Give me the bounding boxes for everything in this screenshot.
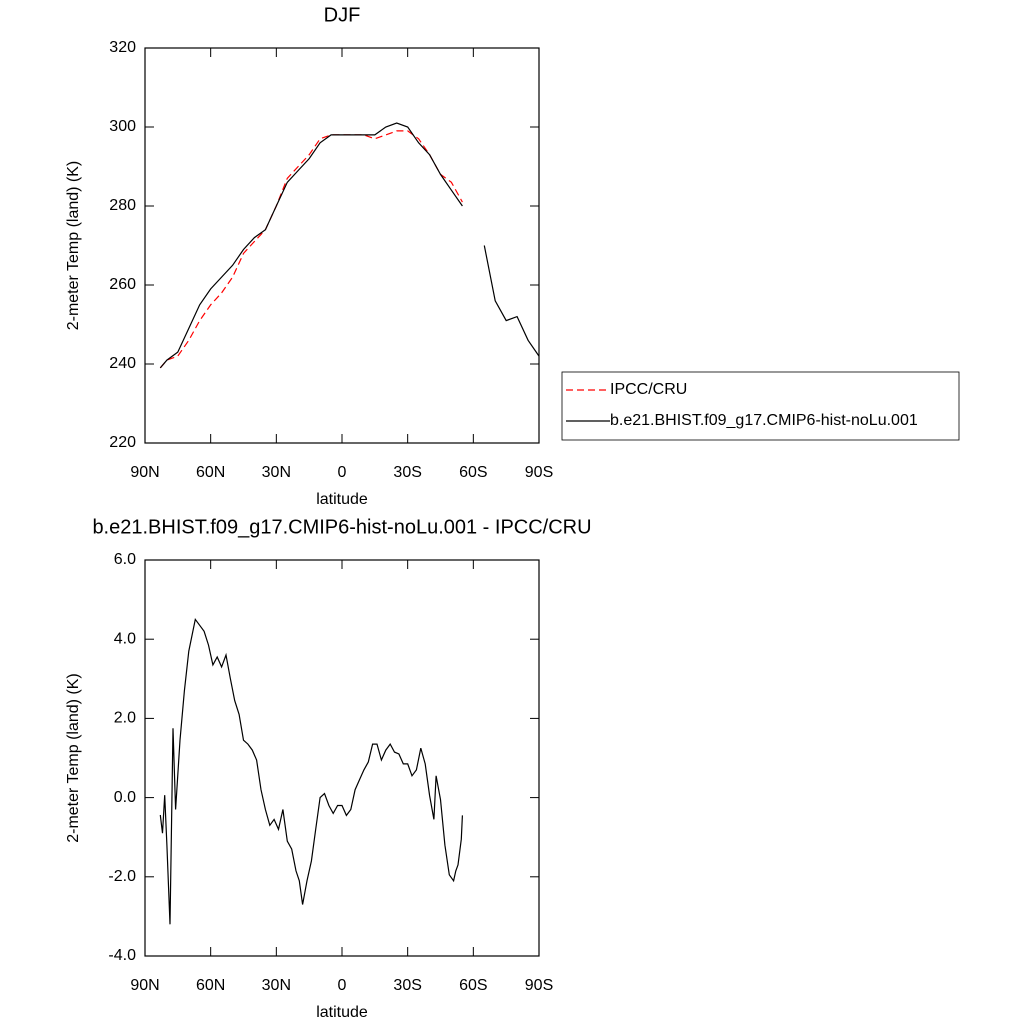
y-tick-label: 6.0 bbox=[114, 551, 136, 568]
y-tick-label: 0.0 bbox=[114, 789, 136, 806]
x-tick-label: 0 bbox=[338, 464, 347, 481]
y-tick-label: 2.0 bbox=[114, 710, 136, 727]
y-axis-label: 2-meter Temp (land) (K) bbox=[65, 161, 82, 331]
y-tick-label: 220 bbox=[109, 434, 136, 451]
x-tick-label: 0 bbox=[338, 977, 347, 994]
y-axis-label: 2-meter Temp (land) (K) bbox=[65, 673, 82, 843]
y-tick-label: 240 bbox=[109, 355, 136, 372]
chart-title: DJF bbox=[324, 4, 361, 26]
legend-label: b.e21.BHIST.f09_g17.CMIP6-hist-noLu.001 bbox=[610, 412, 918, 429]
y-tick-label: -4.0 bbox=[108, 947, 136, 964]
x-tick-label: 30N bbox=[262, 464, 291, 481]
data-line bbox=[159, 130, 463, 369]
data-line bbox=[159, 122, 540, 369]
x-tick-label: 90S bbox=[525, 464, 553, 481]
x-tick-label: 60S bbox=[459, 464, 487, 481]
x-tick-label: 60N bbox=[196, 977, 225, 994]
x-tick-label: 60N bbox=[196, 464, 225, 481]
y-tick-label: 260 bbox=[109, 276, 136, 293]
y-tick-label: -2.0 bbox=[108, 868, 136, 885]
x-tick-label: 30S bbox=[393, 464, 421, 481]
x-tick-label: 30N bbox=[262, 977, 291, 994]
x-tick-label: 90S bbox=[525, 977, 553, 994]
chart-title: b.e21.BHIST.f09_g17.CMIP6-hist-noLu.001 … bbox=[92, 516, 591, 538]
x-tick-label: 30S bbox=[393, 977, 421, 994]
plot-frame bbox=[144, 559, 540, 957]
legend-label: IPCC/CRU bbox=[610, 381, 687, 398]
y-tick-label: 300 bbox=[109, 118, 136, 135]
y-tick-label: 320 bbox=[109, 39, 136, 56]
y-tick-label: 280 bbox=[109, 197, 136, 214]
legend-box bbox=[561, 371, 960, 441]
plot-frame bbox=[144, 47, 540, 444]
x-axis-label: latitude bbox=[316, 1004, 368, 1021]
x-axis-label: latitude bbox=[316, 491, 368, 508]
x-tick-label: 60S bbox=[459, 977, 487, 994]
data-line bbox=[159, 617, 463, 925]
y-tick-label: 4.0 bbox=[114, 630, 136, 647]
x-tick-label: 90N bbox=[130, 464, 159, 481]
x-tick-label: 90N bbox=[130, 977, 159, 994]
